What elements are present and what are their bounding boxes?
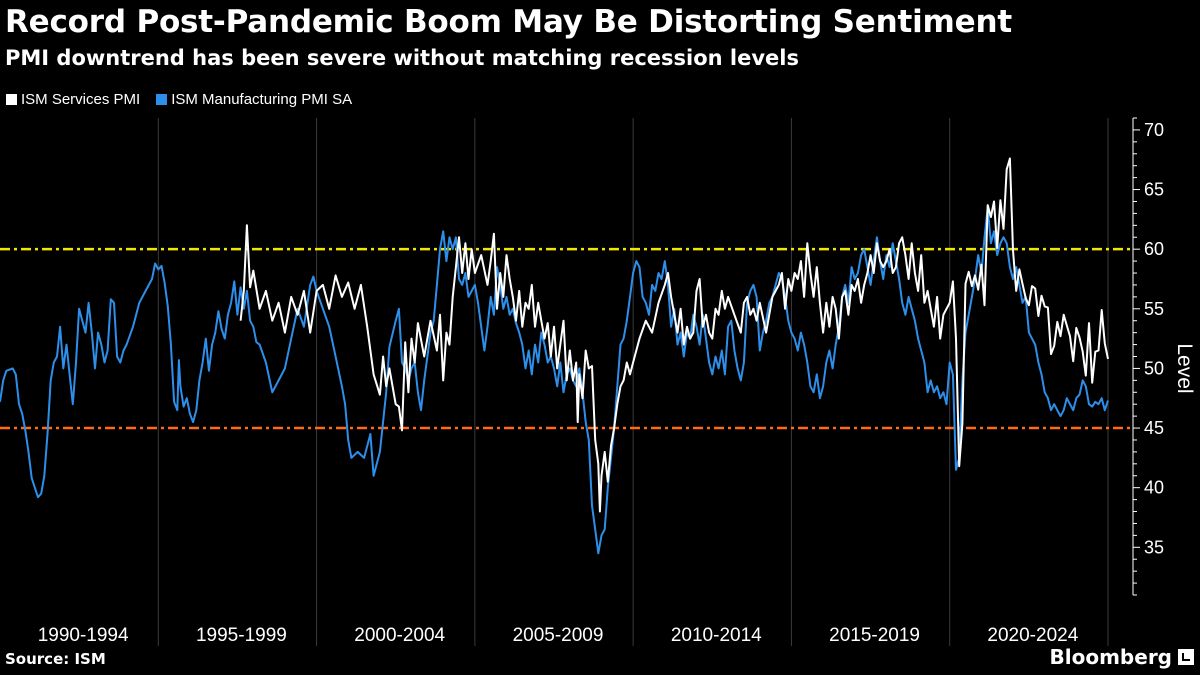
brand-logo: Bloomberg — [1050, 645, 1194, 669]
y-tick-label: 60 — [1144, 239, 1164, 259]
chart-title: Record Post-Pandemic Boom May Be Distort… — [5, 4, 1012, 40]
line-manufacturing-pmi — [0, 206, 1109, 555]
x-tick-label: 1990-1994 — [38, 625, 129, 646]
x-axis: 1990-1994 1995-1999 2000-2004 2005-2009 2010… — [38, 625, 1079, 646]
legend-swatch-manufacturing — [156, 94, 168, 105]
x-tick-label: 2000-2004 — [354, 625, 445, 646]
y-axis-label: Level — [1173, 343, 1196, 393]
legend-label-services: ISM Services PMI — [21, 91, 141, 108]
y-tick-label: 50 — [1144, 358, 1164, 378]
grid — [157, 118, 1109, 646]
brand-mark-icon — [1178, 649, 1194, 665]
legend-swatch-services — [6, 94, 17, 105]
brand-name: Bloomberg — [1049, 645, 1172, 669]
x-tick-label: 1995-1999 — [196, 625, 287, 646]
legend-item-manufacturing: ISM Manufacturing PMI SA — [156, 91, 352, 108]
y-axis: 35 40 45 50 55 60 65 70 — [1132, 117, 1164, 596]
y-tick-label: 55 — [1144, 299, 1164, 319]
series-group — [0, 157, 1109, 555]
legend: ISM Services PMI ISM Manufacturing PMI S… — [6, 91, 368, 108]
y-tick-label: 35 — [1144, 537, 1164, 557]
x-tick-label: 2005-2009 — [513, 625, 604, 646]
x-tick-label: 2020-2024 — [987, 625, 1078, 646]
y-tick-label: 40 — [1144, 478, 1164, 498]
legend-label-manufacturing: ISM Manufacturing PMI SA — [171, 91, 353, 108]
y-tick-label: 45 — [1144, 418, 1164, 438]
chart-subtitle: PMI downtrend has been severe without ma… — [5, 46, 799, 70]
x-tick-label: 2010-2014 — [671, 625, 762, 646]
source-note: Source: ISM — [5, 650, 106, 668]
y-tick-label: 70 — [1144, 120, 1164, 140]
line-services-pmi — [239, 157, 1109, 513]
y-tick-label: 65 — [1144, 180, 1164, 200]
legend-item-services: ISM Services PMI — [6, 91, 140, 108]
x-tick-label: 2015-2019 — [829, 625, 920, 646]
